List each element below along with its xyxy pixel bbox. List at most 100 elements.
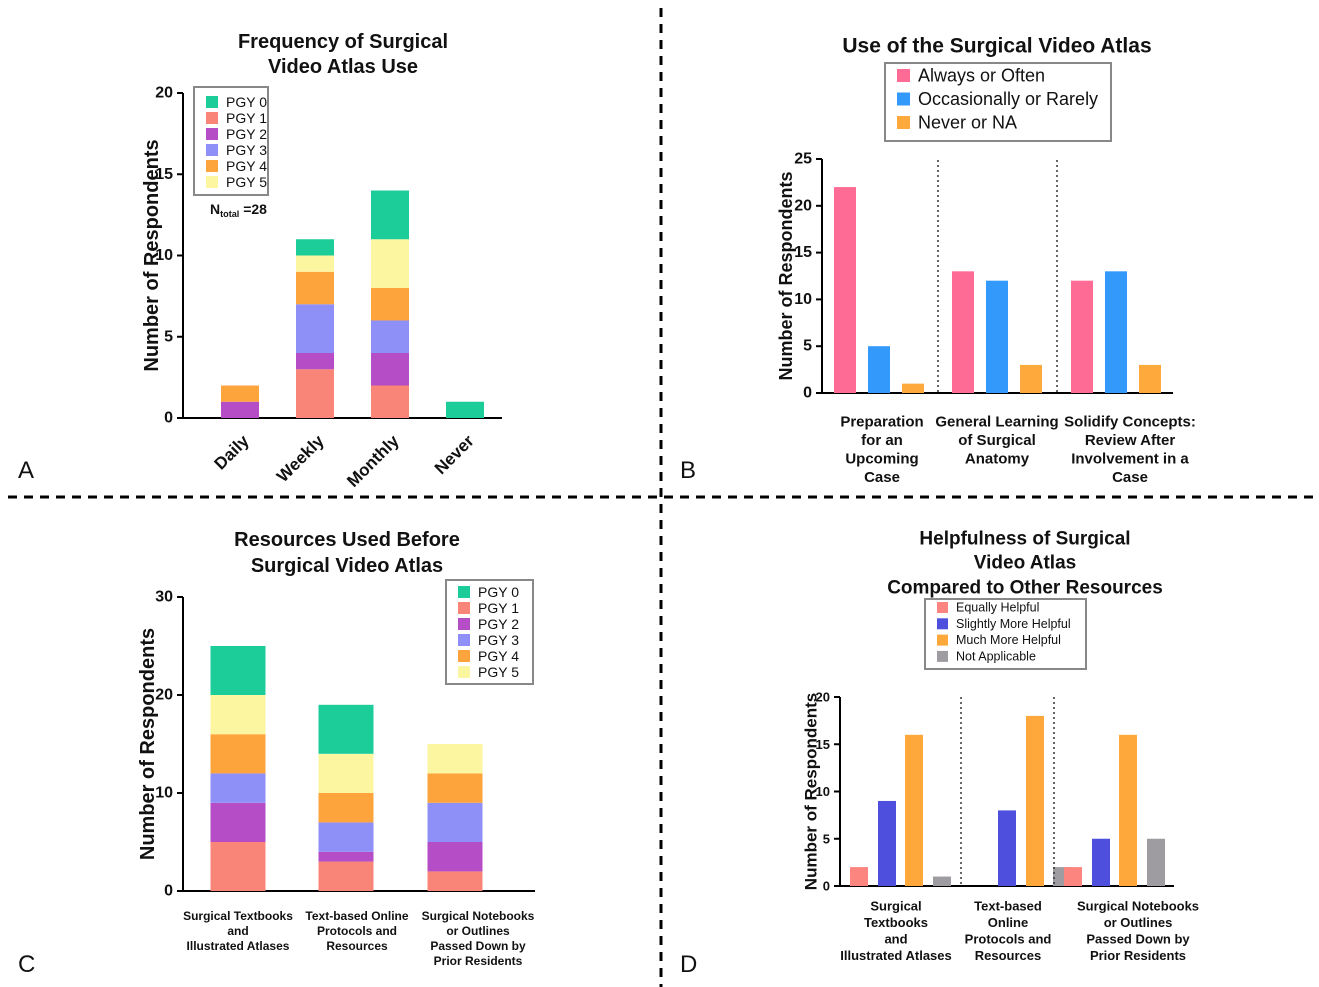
legend-swatch-not-applicable (937, 650, 948, 662)
x-tick-label: Surgical Textbooks (183, 909, 293, 923)
legend-box (884, 62, 1112, 142)
panel-label-a: A (18, 457, 34, 484)
bar-always-or-often (1071, 280, 1093, 393)
legend-swatch-pgy-1 (458, 602, 470, 614)
bar-segment-pgy-1 (371, 385, 409, 418)
bar-occasionally-or-rarely (1105, 271, 1127, 393)
bar-segment-pgy-3 (427, 802, 483, 842)
chart-title: Surgical Video Atlas (251, 555, 443, 577)
bar-segment-pgy-5 (371, 239, 409, 288)
y-axis-label: Number of Respondents (802, 693, 821, 890)
y-tick-label: 20 (155, 85, 173, 102)
y-tick-label: 0 (164, 883, 173, 900)
x-tick-label: Review After (1085, 432, 1175, 449)
legend-label-slightly-more-helpful: Slightly More Helpful (956, 617, 1071, 631)
y-tick-label: 15 (816, 737, 830, 752)
bar-segment-pgy-4 (296, 271, 334, 305)
y-tick-label: 20 (155, 687, 173, 704)
bar-segment-pgy-4 (210, 734, 266, 774)
x-tick-label: Never (431, 431, 478, 478)
legend-swatch-pgy-3 (458, 634, 470, 646)
x-tick-label: Preparation (840, 414, 923, 431)
y-axis-label: Number of Respondents (776, 171, 796, 380)
y-tick-label: 10 (155, 247, 173, 264)
bar-equally-helpful (850, 867, 868, 886)
legend-swatch-pgy-5 (458, 666, 470, 678)
panel-label-b: B (680, 457, 696, 484)
bar-never-or-na (902, 383, 924, 393)
x-tick-label: Upcoming (845, 451, 918, 468)
x-tick-label: of Surgical (958, 432, 1036, 449)
bar-equally-helpful (1064, 867, 1082, 886)
y-tick-label: 0 (803, 385, 812, 402)
bar-segment-pgy-2 (296, 353, 334, 370)
legend-box (924, 598, 1087, 670)
legend-label-pgy-0: PGY 0 (226, 94, 267, 110)
x-tick-label: and (884, 932, 907, 947)
y-tick-label: 25 (794, 151, 812, 168)
bar-not-applicable (933, 876, 951, 886)
x-tick-label: Passed Down by (430, 939, 526, 953)
bar-slightly-more-helpful (1092, 838, 1110, 886)
chart-title: Resources Used Before (234, 529, 460, 551)
legend-swatch-pgy-0 (206, 96, 218, 108)
bar-segment-pgy-0 (446, 401, 484, 418)
x-tick-label: Resources (975, 948, 1041, 963)
legend-label-never-or-na: Never or NA (918, 113, 1017, 133)
x-tick-label: Surgical (870, 899, 921, 914)
y-axis-label: Number of Respondents (137, 628, 159, 860)
y-tick-label: 20 (794, 197, 812, 214)
y-tick-label: 10 (794, 291, 812, 308)
bar-slightly-more-helpful (998, 810, 1016, 886)
x-tick-label: Protocols and (965, 932, 1052, 947)
legend-swatch-pgy-2 (206, 128, 218, 140)
bar-segment-pgy-4 (427, 773, 483, 803)
x-tick-label: and (227, 924, 248, 938)
bar-segment-pgy-0 (371, 190, 409, 240)
y-tick-label: 5 (803, 338, 812, 355)
x-tick-label: Involvement in a (1071, 451, 1189, 468)
y-tick-label: 0 (164, 410, 173, 427)
legend-label-pgy-0: PGY 0 (478, 584, 519, 600)
bar-segment-pgy-0 (318, 704, 374, 754)
bar-not-applicable (1147, 838, 1165, 886)
x-tick-label: Illustrated Atlases (840, 948, 952, 963)
x-tick-label: Passed Down by (1086, 932, 1190, 947)
x-tick-label: Solidify Concepts: (1064, 414, 1196, 431)
legend-label-always-or-often: Always or Often (918, 66, 1045, 86)
panel-label-c: C (18, 951, 35, 978)
x-tick-label: Textbooks (864, 915, 928, 930)
legend-swatch-pgy-4 (458, 650, 470, 662)
x-tick-label: or Outlines (1104, 915, 1173, 930)
bar-segment-pgy-3 (296, 304, 334, 353)
legend-label-pgy-5: PGY 5 (226, 174, 267, 190)
chart-title: Frequency of Surgical (238, 31, 448, 53)
chart-c: 0 10 20 30 Number of Respondents Resources Us… (137, 529, 535, 968)
bar-segment-pgy-1 (318, 861, 374, 891)
bar-segment-pgy-2 (210, 802, 266, 842)
y-tick-label: 30 (155, 589, 173, 606)
x-tick-label: Text-based (974, 899, 1042, 914)
y-tick-label: 15 (794, 244, 812, 261)
legend-label-pgy-2: PGY 2 (226, 126, 267, 142)
legend-swatch-pgy-5 (206, 176, 218, 188)
legend-swatch-much-more-helpful (937, 634, 948, 646)
legend-swatch-pgy-2 (458, 618, 470, 630)
chart-b: 0 5 10 15 20 25 Number of Respondents Use of th… (776, 35, 1196, 487)
x-tick-label: Case (864, 469, 900, 486)
bar-segment-pgy-2 (371, 353, 409, 386)
bar-segment-pgy-5 (210, 695, 266, 735)
chart-a: 0 5 10 15 20 Number of Respondents Frequency o… (141, 31, 502, 491)
panel-label-d: D (680, 951, 697, 978)
y-tick-label: 0 (823, 879, 830, 894)
x-tick-label: Daily (211, 431, 254, 474)
bar-always-or-often (952, 271, 974, 393)
bar-much-more-helpful (905, 734, 923, 886)
bar-occasionally-or-rarely (868, 346, 890, 393)
y-tick-label: 5 (164, 328, 173, 345)
bar-never-or-na (1020, 364, 1042, 393)
legend-label-pgy-1: PGY 1 (226, 110, 267, 126)
legend-label-pgy-4: PGY 4 (478, 648, 519, 664)
bar-segment-pgy-3 (210, 773, 266, 803)
